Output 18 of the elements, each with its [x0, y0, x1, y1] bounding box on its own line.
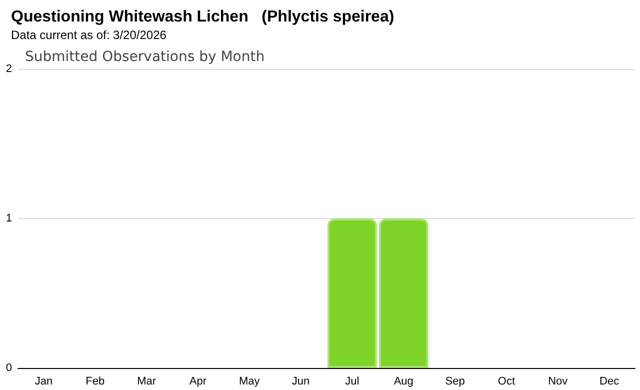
x-tick-label: Jun	[292, 376, 310, 388]
chart-subtitle: Data current as of: 3/20/2026	[11, 28, 167, 42]
x-tick-label: May	[238, 376, 260, 388]
x-tick-label: Jul	[345, 376, 360, 388]
x-tick-label: Sep	[445, 376, 465, 388]
x-tick-label: Dec	[600, 376, 620, 388]
y-tick-label: 2	[6, 63, 12, 75]
y-tick-label: 1	[6, 212, 12, 224]
x-tick-label: Jan	[34, 376, 53, 388]
text: Submitted Observations by Month	[25, 49, 265, 65]
x-tick-label: Apr	[189, 376, 207, 388]
y-tick-label: 0	[6, 362, 12, 374]
chart-title: Questioning Whitewash Lichen (Phlyctis speirea)	[11, 8, 394, 26]
x-tick-label: Feb	[86, 376, 105, 388]
x-tick-label: Mar	[137, 376, 156, 388]
x-tick-label: Aug	[394, 376, 414, 388]
x-tick-label: Nov	[548, 376, 568, 388]
x-tick-label: Oct	[498, 376, 516, 388]
